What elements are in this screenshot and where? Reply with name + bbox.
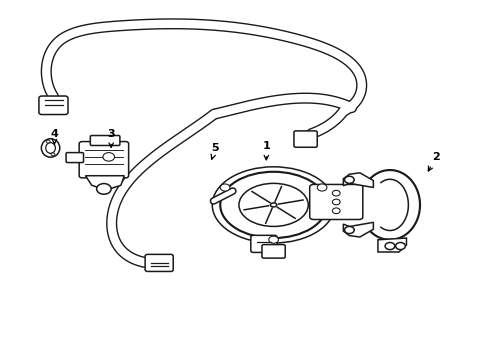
Ellipse shape: [270, 203, 276, 207]
Ellipse shape: [239, 183, 307, 226]
FancyBboxPatch shape: [250, 235, 276, 252]
Circle shape: [102, 153, 114, 161]
FancyBboxPatch shape: [145, 255, 173, 271]
Circle shape: [46, 140, 50, 143]
FancyBboxPatch shape: [66, 153, 83, 163]
Ellipse shape: [212, 167, 334, 243]
Circle shape: [97, 184, 111, 194]
Circle shape: [51, 153, 55, 156]
Circle shape: [317, 184, 326, 191]
Polygon shape: [343, 173, 373, 188]
FancyBboxPatch shape: [39, 96, 68, 114]
FancyBboxPatch shape: [309, 184, 362, 220]
Circle shape: [344, 226, 353, 234]
FancyBboxPatch shape: [293, 131, 317, 147]
Polygon shape: [85, 176, 124, 190]
Ellipse shape: [41, 139, 60, 157]
FancyBboxPatch shape: [262, 244, 285, 258]
Circle shape: [268, 236, 278, 243]
Ellipse shape: [220, 172, 326, 238]
Circle shape: [220, 184, 229, 191]
Circle shape: [395, 243, 405, 249]
Text: 3: 3: [107, 129, 115, 147]
Circle shape: [332, 190, 340, 196]
FancyBboxPatch shape: [79, 141, 128, 178]
Text: 1: 1: [262, 141, 270, 160]
Text: 5: 5: [211, 143, 219, 159]
Circle shape: [385, 243, 394, 249]
Ellipse shape: [45, 143, 55, 153]
Polygon shape: [343, 222, 373, 237]
Circle shape: [332, 199, 340, 205]
Circle shape: [344, 176, 353, 183]
Text: 4: 4: [50, 129, 58, 144]
Polygon shape: [377, 238, 406, 252]
Text: 2: 2: [427, 152, 439, 171]
Circle shape: [332, 208, 340, 213]
FancyBboxPatch shape: [90, 135, 120, 145]
